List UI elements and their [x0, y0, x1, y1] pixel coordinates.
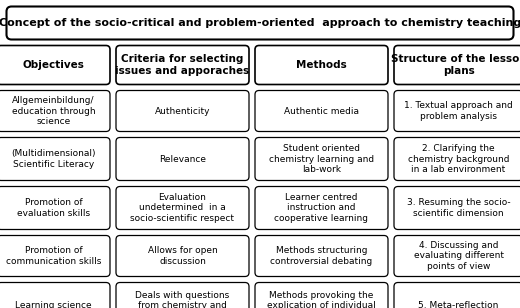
Text: Allows for open
discussion: Allows for open discussion — [148, 246, 217, 266]
Text: 4. Discussing and
evaluating different
points of view: 4. Discussing and evaluating different p… — [413, 241, 503, 271]
FancyBboxPatch shape — [394, 236, 520, 277]
FancyBboxPatch shape — [116, 187, 249, 229]
Text: 5. Meta-reflection: 5. Meta-reflection — [418, 302, 499, 308]
Text: Methods structuring
controversial debating: Methods structuring controversial debati… — [270, 246, 373, 266]
FancyBboxPatch shape — [255, 282, 388, 308]
FancyBboxPatch shape — [255, 187, 388, 229]
Text: Relevance: Relevance — [159, 155, 206, 164]
Text: Structure of the lesson
plans: Structure of the lesson plans — [391, 54, 520, 76]
FancyBboxPatch shape — [255, 137, 388, 180]
Text: Learning science: Learning science — [15, 302, 92, 308]
Text: Authentic media: Authentic media — [284, 107, 359, 116]
Text: Methods: Methods — [296, 60, 347, 70]
FancyBboxPatch shape — [394, 91, 520, 132]
FancyBboxPatch shape — [255, 91, 388, 132]
Text: Objectives: Objectives — [22, 60, 84, 70]
Text: Deals with questions
from chemistry and
technology: Deals with questions from chemistry and … — [135, 291, 230, 308]
Text: (Multidimensional)
Scientific Literacy: (Multidimensional) Scientific Literacy — [11, 149, 96, 169]
Text: Concept of the socio-critical and problem-oriented  approach to chemistry teachi: Concept of the socio-critical and proble… — [0, 18, 520, 28]
FancyBboxPatch shape — [6, 6, 514, 39]
FancyBboxPatch shape — [0, 282, 110, 308]
FancyBboxPatch shape — [116, 282, 249, 308]
Text: Allgemeinbildung/
education through
science: Allgemeinbildung/ education through scie… — [11, 96, 95, 126]
FancyBboxPatch shape — [394, 187, 520, 229]
FancyBboxPatch shape — [394, 46, 520, 84]
FancyBboxPatch shape — [255, 46, 388, 84]
FancyBboxPatch shape — [0, 137, 110, 180]
FancyBboxPatch shape — [116, 91, 249, 132]
FancyBboxPatch shape — [0, 91, 110, 132]
Text: Promotion of
communication skills: Promotion of communication skills — [6, 246, 101, 266]
Text: Methods provoking the
explication of individual
opinions: Methods provoking the explication of ind… — [267, 291, 376, 308]
FancyBboxPatch shape — [0, 46, 110, 84]
Text: 2. Clarifying the
chemistry background
in a lab environment: 2. Clarifying the chemistry background i… — [408, 144, 509, 174]
FancyBboxPatch shape — [116, 46, 249, 84]
Text: Authenticity: Authenticity — [155, 107, 210, 116]
Text: Learner centred
instruction and
cooperative learning: Learner centred instruction and cooperat… — [275, 193, 369, 223]
FancyBboxPatch shape — [0, 236, 110, 277]
FancyBboxPatch shape — [394, 137, 520, 180]
FancyBboxPatch shape — [255, 236, 388, 277]
FancyBboxPatch shape — [116, 137, 249, 180]
Text: Student oriented
chemistry learning and
lab-work: Student oriented chemistry learning and … — [269, 144, 374, 174]
FancyBboxPatch shape — [394, 282, 520, 308]
FancyBboxPatch shape — [116, 236, 249, 277]
Text: Criteria for selecting
issues and apporaches: Criteria for selecting issues and appora… — [115, 54, 250, 76]
Text: Promotion of
evaluation skills: Promotion of evaluation skills — [17, 198, 90, 218]
FancyBboxPatch shape — [0, 187, 110, 229]
Text: 3. Resuming the socio-
scientific dimension: 3. Resuming the socio- scientific dimens… — [407, 198, 510, 218]
Text: Evaluation
undetermined  in a
socio-scientific respect: Evaluation undetermined in a socio-scien… — [131, 193, 235, 223]
Text: 1. Textual approach and
problem analysis: 1. Textual approach and problem analysis — [404, 101, 513, 121]
